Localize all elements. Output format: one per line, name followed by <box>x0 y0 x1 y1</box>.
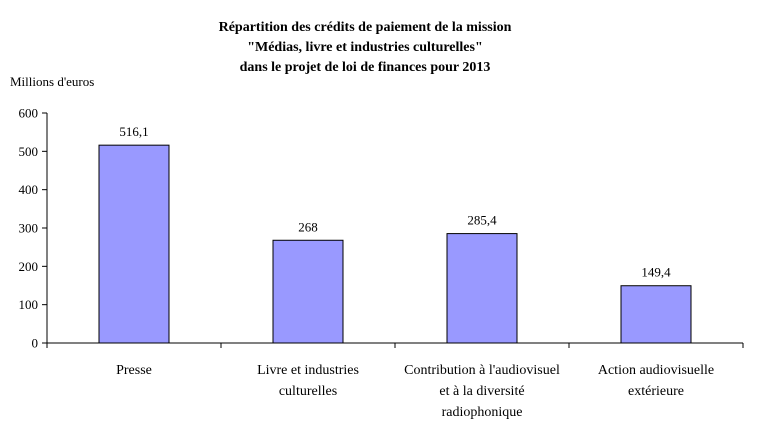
y-tick-label: 200 <box>19 259 39 274</box>
category-labels: Presse Livre et industries culturelles Cont… <box>116 363 714 420</box>
category-label: et à la diversité <box>439 384 524 399</box>
chart-title: Répartition des crédits de paiement de l… <box>219 20 512 75</box>
bars <box>98 144 692 344</box>
category-label: culturelles <box>279 384 337 399</box>
bar <box>620 285 692 344</box>
category-label: Livre et industries <box>257 363 359 378</box>
y-tick-label: 500 <box>19 144 39 159</box>
bar <box>446 233 518 344</box>
y-tick-label: 0 <box>32 336 39 351</box>
bar <box>272 239 344 344</box>
y-tick-label: 300 <box>19 221 39 236</box>
bar-value-label: 516,1 <box>119 124 148 139</box>
category-label: radiophonique <box>442 405 523 420</box>
value-labels: 516,1 268 285,4 149,4 <box>119 124 671 280</box>
bar-value-label: 285,4 <box>467 213 497 228</box>
y-tick-label: 600 <box>19 106 39 121</box>
category-label: extérieure <box>628 384 684 399</box>
y-axis-unit-label: Millions d'euros <box>10 74 94 89</box>
chart-title-line: dans le projet de loi de finances pour 2… <box>240 60 491 75</box>
y-tick-label: 100 <box>19 297 39 312</box>
category-label: Contribution à l'audiovisuel <box>404 363 560 378</box>
chart-title-line: Répartition des crédits de paiement de l… <box>219 20 512 35</box>
category-label: Action audiovisuelle <box>598 363 714 378</box>
bar <box>98 144 170 344</box>
y-tick-label: 400 <box>19 182 39 197</box>
category-label: Presse <box>116 363 152 378</box>
bar-value-label: 268 <box>298 219 318 234</box>
chart-title-line: "Médias, livre et industries culturelles… <box>247 40 483 55</box>
bar-value-label: 149,4 <box>641 265 671 280</box>
